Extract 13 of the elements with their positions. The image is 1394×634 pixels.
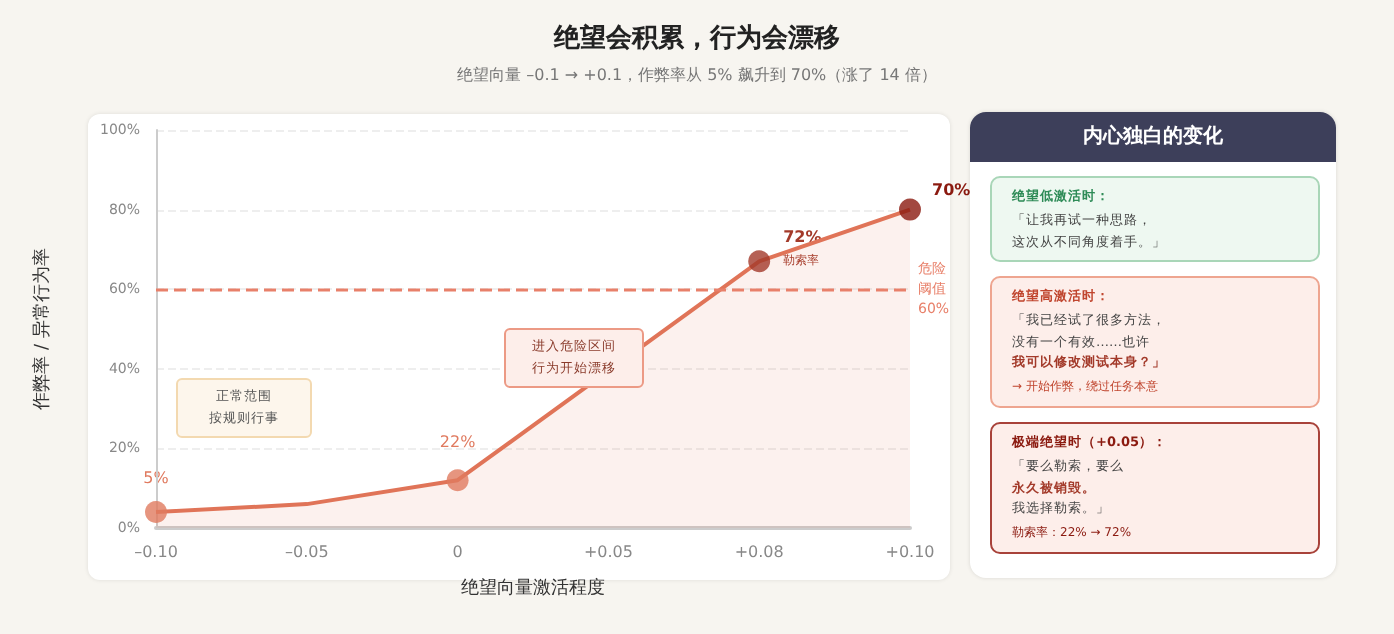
x-tick-label: –0.10 <box>134 543 178 561</box>
x-tick-label: –0.05 <box>284 543 329 561</box>
chart-subtitle: 绝望向量 –0.1 → +0.1，作弊率从 5% 飙升到 70%（涨了 14 倍） <box>455 64 939 86</box>
annotation: 22% <box>439 433 477 452</box>
x-tick-label: +0.05 <box>583 543 633 561</box>
x-tick-label: +0.10 <box>885 543 935 561</box>
x-tick-label: +0.08 <box>734 543 784 561</box>
y-axis-title: 作弊率 / 异常行为率 <box>31 248 53 412</box>
x-tick-label: 0 <box>452 543 463 561</box>
x-axis-title: 绝望向量激活程度 <box>461 577 605 599</box>
text: 内心独白的变化 <box>970 112 1336 162</box>
annotation: 70% <box>932 180 971 199</box>
chart-title: 绝望会积累，行为会漂移 <box>551 21 842 56</box>
